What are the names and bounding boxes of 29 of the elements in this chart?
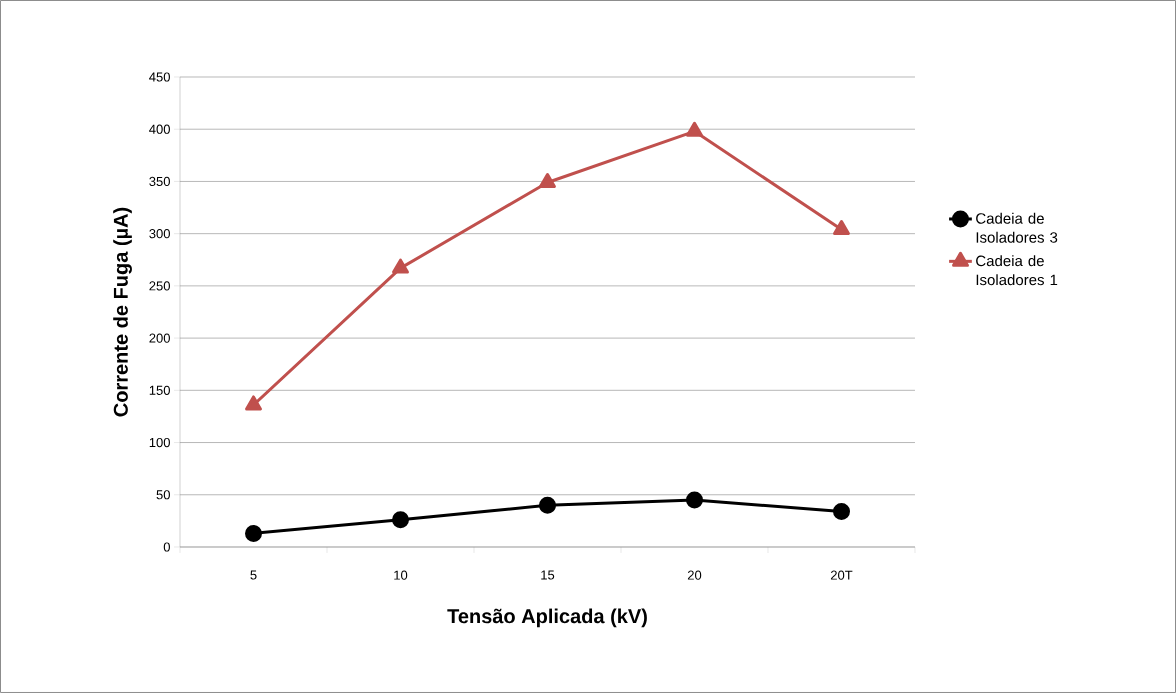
x-tick-label: 20T (830, 570, 853, 580)
x-axis-title: Tensão Aplicada (kV) (447, 608, 647, 628)
y-tick-label: 350 (149, 176, 170, 187)
point (833, 219, 850, 235)
y-tick-label: 300 (149, 229, 170, 239)
x-tick-label: 20 (687, 570, 702, 580)
point (392, 511, 409, 529)
legend-label: Cadeia de Isoladores 3 (976, 212, 1058, 243)
y-tick-label: 250 (149, 281, 170, 291)
y-tick-label: 200 (149, 333, 170, 343)
y-tick-label: 450 (149, 72, 170, 82)
y-axis-title: Corrente de Fuga (µA) (113, 207, 132, 417)
y-tick-label: 150 (149, 385, 170, 395)
point (245, 524, 263, 542)
point (539, 172, 556, 188)
point (833, 502, 850, 520)
point (686, 491, 703, 509)
point (392, 258, 409, 274)
point (539, 496, 556, 514)
point (245, 395, 262, 411)
y-tick-label: 50 (156, 490, 170, 500)
point (686, 121, 703, 137)
x-tick-label: 15 (541, 570, 555, 580)
legend-label: Cadeia de Isoladores 1 (976, 255, 1058, 286)
y-tick-label: 400 (149, 124, 170, 134)
y-tick-label: 0 (163, 542, 170, 552)
x-tick-label: 10 (394, 570, 408, 580)
y-tick-label: 100 (149, 437, 170, 448)
x-tick-label: 5 (250, 570, 257, 580)
